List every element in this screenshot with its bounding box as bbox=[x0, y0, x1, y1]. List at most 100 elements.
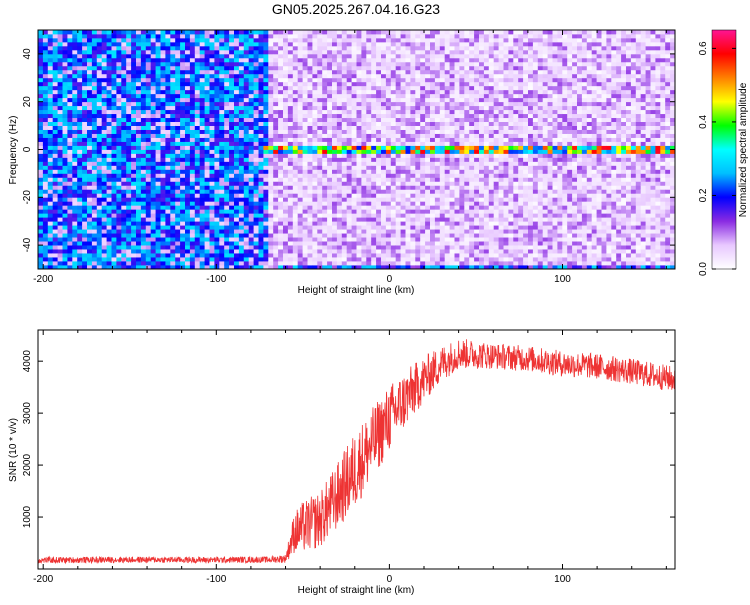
heatmap-cell-1260 bbox=[140, 265, 147, 269]
heatmap-cell-1641 bbox=[170, 181, 176, 186]
heatmap-cell-274 bbox=[57, 129, 63, 134]
heatmap-cell-2773 bbox=[263, 213, 269, 218]
heatmap-cell-2879 bbox=[268, 30, 274, 35]
heatmap-cell-931 bbox=[111, 141, 117, 146]
heatmap-cell-4519 bbox=[405, 189, 411, 194]
heatmap-cell-3026 bbox=[283, 161, 289, 166]
heatmap-cell-3016 bbox=[283, 201, 289, 206]
heatmap-cell-645 bbox=[87, 85, 93, 91]
heatmap-cell-3212 bbox=[297, 137, 303, 142]
heatmap-cell-4598 bbox=[410, 113, 416, 119]
heatmap-cell-1691 bbox=[175, 221, 181, 226]
heatmap-cell-2320 bbox=[224, 105, 230, 111]
heatmap-cell-1789 bbox=[180, 69, 186, 75]
heatmap-cell-3320 bbox=[307, 185, 313, 190]
heatmap-cell-217 bbox=[52, 117, 58, 123]
heatmap-cell-1110 bbox=[126, 145, 132, 150]
heatmap-cell-2126 bbox=[209, 161, 215, 166]
heatmap-cell-2889 bbox=[273, 229, 279, 234]
heatmap-cell-452 bbox=[72, 137, 78, 142]
heatmap-cell-3468 bbox=[317, 73, 323, 79]
heatmap-cell-3101 bbox=[287, 101, 294, 107]
heatmap-cell-1167 bbox=[131, 157, 137, 162]
heatmap-cell-1611 bbox=[165, 61, 171, 67]
heatmap-cell-3439 bbox=[317, 189, 323, 194]
heatmap-cell-3341 bbox=[307, 101, 313, 107]
heatmap-cell-1240 bbox=[136, 105, 142, 111]
heatmap-cell-2853 bbox=[268, 133, 274, 138]
heatmap-cell-727 bbox=[96, 237, 103, 242]
heatmap-cell-1633 bbox=[170, 213, 176, 218]
heatmap-cell-2373 bbox=[229, 133, 235, 138]
heatmap-cell-261 bbox=[57, 181, 63, 186]
heatmap-cell-1501 bbox=[160, 261, 166, 266]
heatmap-cell-2615 bbox=[248, 125, 254, 130]
heatmap-cell-804 bbox=[101, 169, 107, 174]
heatmap-cell-1957 bbox=[194, 117, 201, 123]
heatmap-cell-1879 bbox=[189, 189, 196, 194]
heatmap-cell-2647 bbox=[253, 237, 259, 242]
heatmap-cell-4719 bbox=[420, 109, 426, 115]
heatmap-cell-4897 bbox=[434, 117, 441, 123]
heatmap-cell-2790 bbox=[263, 145, 269, 150]
heatmap-cell-1910 bbox=[189, 65, 196, 71]
heatmap-cell-4270 bbox=[385, 225, 392, 230]
heatmap-cell-768 bbox=[96, 73, 103, 79]
heatmap-cell-1375 bbox=[145, 45, 152, 51]
heatmap-cell-840 bbox=[106, 265, 112, 269]
heatmap-cell-3140 bbox=[292, 185, 299, 190]
heatmap-cell-2338 bbox=[224, 33, 230, 39]
heatmap-cell-2172 bbox=[214, 217, 220, 222]
heatmap-cell-4498 bbox=[400, 33, 406, 39]
heatmap-cell-1336 bbox=[145, 201, 152, 206]
heatmap-cell-3843 bbox=[351, 253, 357, 258]
heatmap-cell-2063 bbox=[204, 173, 210, 178]
heatmap-cell-4663 bbox=[415, 93, 421, 99]
heatmap-cell-49 bbox=[38, 69, 44, 75]
heatmap-cell-3809 bbox=[346, 149, 352, 154]
heatmap-cell-117 bbox=[42, 37, 49, 43]
heatmap-cell-144 bbox=[47, 169, 54, 174]
heatmap-cell-4123 bbox=[371, 93, 377, 99]
heatmap-cell-4000 bbox=[361, 105, 367, 111]
heatmap-cell-4109 bbox=[371, 149, 377, 154]
heatmap-cell-4923 bbox=[439, 253, 446, 258]
heatmap-cell-4814 bbox=[430, 209, 436, 214]
heatmap-cell-1556 bbox=[160, 41, 166, 47]
heatmap-cell-170 bbox=[47, 65, 54, 71]
heatmap-cell-1215 bbox=[136, 205, 142, 210]
heatmap-cell-4238 bbox=[381, 113, 387, 119]
heatmap-cell-1794 bbox=[180, 49, 186, 55]
heatmap-cell-3679 bbox=[336, 189, 343, 194]
heatmap-cell-2697 bbox=[253, 37, 259, 43]
heatmap-cell-2207 bbox=[214, 77, 220, 83]
heatmap-cell-4686 bbox=[420, 241, 426, 246]
heatmap-cell-3434 bbox=[317, 209, 323, 214]
heatmap-cell-4430 bbox=[395, 65, 401, 71]
heatmap-cell-1656 bbox=[170, 121, 176, 126]
heatmap-cell-3561 bbox=[327, 181, 333, 186]
heatmap-cell-1482 bbox=[155, 97, 161, 103]
heatmap-cell-4707 bbox=[420, 157, 426, 162]
heatmap-cell-4601 bbox=[410, 101, 416, 107]
heatmap-cell-2575 bbox=[243, 45, 250, 51]
heatmap-cell-3229 bbox=[297, 69, 303, 75]
heatmap-cell-2623 bbox=[248, 93, 254, 99]
heatmap-cell-815 bbox=[101, 125, 107, 130]
heatmap-cell-2001 bbox=[199, 181, 205, 186]
heatmap-cell-3369 bbox=[312, 229, 318, 234]
heatmap-cell-3766 bbox=[341, 81, 348, 87]
heatmap-cell-4416 bbox=[395, 121, 401, 126]
heatmap-cell-3336 bbox=[307, 121, 313, 126]
heatmap-cell-1476 bbox=[155, 121, 161, 126]
heatmap-cell-936 bbox=[111, 121, 117, 126]
heatmap-cell-1675 bbox=[170, 45, 176, 51]
heatmap-cell-3743 bbox=[341, 173, 348, 178]
heatmap-cell-3307 bbox=[307, 237, 313, 242]
heatmap-cell-1685 bbox=[175, 245, 181, 250]
heatmap-cell-4784 bbox=[425, 89, 431, 95]
heatmap-cell-2809 bbox=[263, 69, 269, 75]
heatmap-cell-1807 bbox=[185, 237, 191, 242]
heatmap-cell-287 bbox=[57, 77, 63, 83]
heatmap-cell-2441 bbox=[234, 101, 240, 107]
